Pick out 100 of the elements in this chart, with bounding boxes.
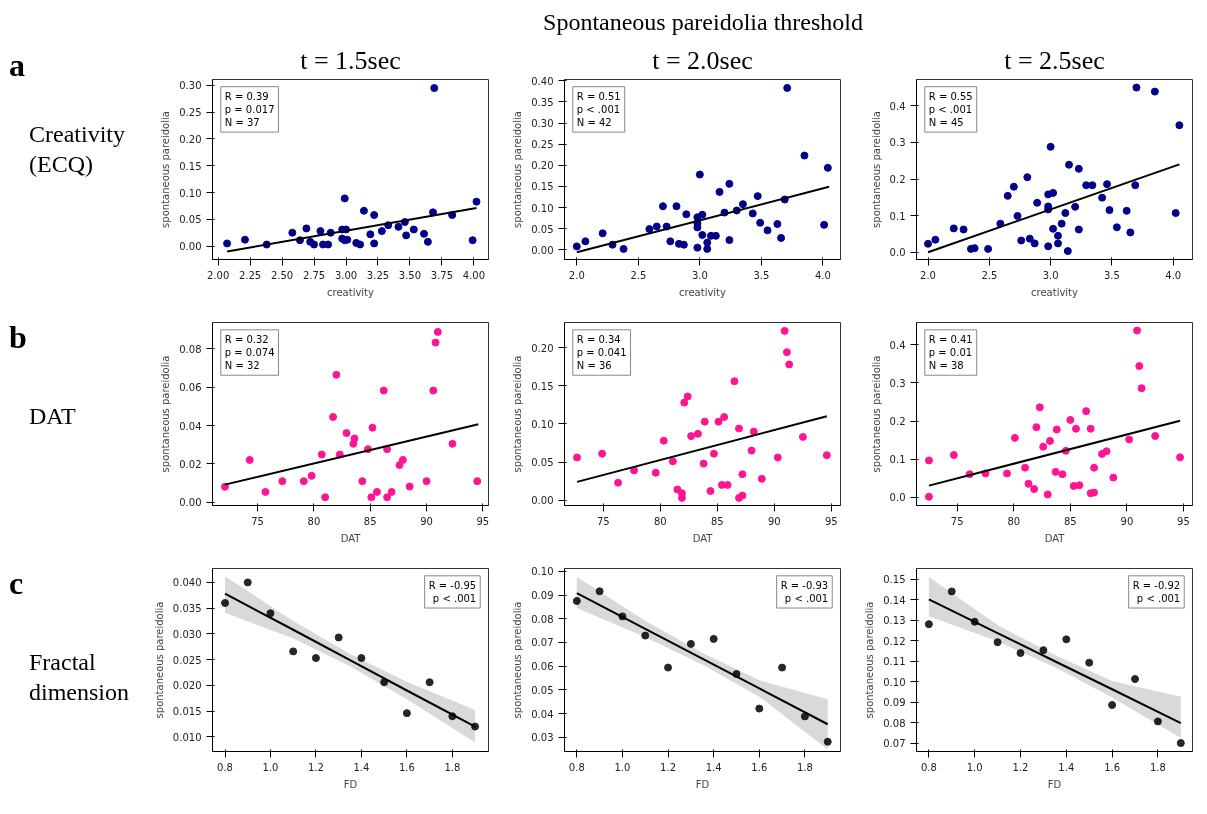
y-axis-title: spontaneous pareidolia (160, 355, 172, 473)
y-tick-label: 0.15 (531, 380, 554, 392)
x-tick-label: 85 (1063, 515, 1077, 527)
y-tick-label: 0.040 (172, 577, 202, 589)
annotation: R = -0.95 p < .001 (428, 579, 477, 605)
y-tick-label: 0.12 (883, 635, 906, 647)
y-tick-label: 0.09 (883, 697, 906, 709)
x-tick-label: 3.25 (366, 269, 390, 281)
y-tick-label: 0.10 (531, 418, 554, 430)
x-tick-label: 75 (950, 515, 964, 527)
x-axis-title: FD (343, 778, 358, 790)
x-tick-label: 2.75 (302, 269, 326, 281)
x-tick-label: 1.4 (353, 761, 370, 773)
y-tick-label: 0.09 (531, 590, 554, 602)
y-tick-label: 0.08 (531, 613, 554, 625)
y-tick-label: 0.010 (172, 731, 202, 743)
x-tick-label: 1.6 (1104, 761, 1121, 773)
y-tick-label: 0.3 (889, 377, 906, 389)
x-tick-label: 85 (363, 515, 377, 527)
y-axis-title: spontaneous pareidolia (512, 111, 524, 228)
x-tick-label: 90 (767, 515, 781, 527)
y-tick-label: 0.10 (531, 566, 554, 578)
y-tick-label: 0.06 (179, 382, 202, 394)
y-tick-label: 0.13 (883, 615, 906, 627)
x-tick-label: 80 (653, 515, 667, 527)
x-tick-label: 1.0 (262, 761, 279, 773)
y-tick-label: 0.25 (179, 107, 202, 119)
text: a (9, 46, 26, 85)
x-tick-label: 1.8 (1149, 761, 1166, 773)
x-tick-label: 75 (251, 515, 264, 527)
x-tick-label: 4.0 (1165, 269, 1182, 281)
annotation: R = 0.32 p = 0.074 N = 32 (224, 333, 275, 372)
y-tick-label: 0.15 (179, 160, 202, 172)
y-tick-label: 0.015 (172, 706, 202, 718)
y-axis-title: spontaneous pareidolia (864, 601, 876, 719)
text: Creativity (ECQ) (29, 119, 126, 179)
y-tick-label: 0.00 (179, 241, 202, 253)
x-tick-label: 3.0 (1042, 269, 1059, 281)
y-tick-label: 0.1 (889, 210, 906, 222)
x-tick-label: 95 (825, 515, 838, 527)
y-tick-label: 0.10 (179, 187, 202, 199)
x-axis-title: creativity (679, 286, 727, 298)
chart-title: t = 1.5sec (300, 45, 401, 75)
y-axis-title: spontaneous pareidolia (153, 601, 165, 719)
x-tick-label: 80 (1007, 515, 1021, 527)
x-tick-label: 1.6 (398, 761, 415, 773)
x-tick-label: 2.5 (630, 269, 647, 281)
x-tick-label: 1.8 (444, 761, 461, 773)
x-tick-label: 90 (420, 515, 433, 527)
y-tick-label: 0.25 (531, 139, 554, 151)
y-axis-title: spontaneous pareidolia (512, 601, 524, 719)
y-tick-label: 0.0 (889, 492, 906, 504)
x-tick-label: 3.5 (753, 269, 770, 281)
text: c (9, 564, 25, 603)
annotation: R = 0.39 p = 0.017 N = 37 (224, 90, 275, 129)
x-tick-label: 75 (596, 515, 610, 527)
y-tick-label: 0.3 (889, 137, 906, 149)
x-tick-label: 95 (476, 515, 490, 527)
y-tick-label: 0.06 (531, 661, 554, 673)
y-tick-label: 0.4 (889, 339, 906, 351)
y-tick-label: 0.15 (531, 181, 554, 193)
x-tick-label: 1.4 (705, 761, 722, 773)
x-tick-label: 1.4 (1058, 761, 1075, 773)
x-tick-label: 90 (1120, 515, 1134, 527)
y-axis-title: spontaneous pareidolia (870, 355, 882, 473)
y-tick-label: 0.07 (883, 738, 906, 750)
x-tick-label: 2.5 (981, 269, 998, 281)
x-tick-label: 0.8 (568, 761, 585, 773)
y-tick-label: 0.4 (889, 100, 906, 112)
y-tick-label: 0.05 (179, 214, 202, 226)
x-tick-label: 2.0 (920, 269, 936, 281)
x-tick-label: 1.8 (796, 761, 813, 773)
y-tick-label: 0.14 (883, 594, 906, 606)
chart-title: t = 2.0sec (652, 45, 753, 75)
x-tick-label: 1.0 (966, 761, 983, 773)
y-tick-label: 0.08 (883, 717, 906, 729)
annotation: R = 0.34 p = 0.041 N = 36 (576, 333, 627, 372)
y-tick-label: 0.1 (889, 454, 906, 466)
y-tick-label: 0.10 (531, 202, 554, 214)
x-tick-label: 3.00 (334, 269, 358, 281)
x-axis-title: creativity (327, 286, 375, 298)
y-tick-label: 0.20 (531, 160, 554, 172)
x-tick-label: 85 (710, 515, 724, 527)
text: DAT (29, 401, 76, 431)
annotation: R = 0.55 p < .001 N = 45 (928, 90, 973, 129)
y-tick-label: 0.10 (883, 676, 906, 688)
text: b (9, 318, 28, 357)
y-tick-label: 0.05 (531, 223, 554, 235)
x-tick-label: 3.50 (398, 269, 422, 281)
x-tick-label: 4.00 (462, 269, 486, 281)
x-axis-title: FD (1047, 778, 1062, 790)
y-tick-label: 0.025 (172, 654, 202, 666)
x-tick-label: 3.5 (1103, 269, 1120, 281)
y-axis-title: spontaneous pareidolia (512, 355, 524, 473)
text: Fractal dimension (29, 647, 130, 707)
y-tick-label: 0.05 (531, 457, 554, 469)
y-tick-label: 0.20 (179, 133, 202, 145)
y-tick-label: 0.03 (531, 732, 554, 744)
y-tick-label: 0.30 (179, 80, 202, 92)
x-tick-label: 2.0 (568, 269, 585, 281)
